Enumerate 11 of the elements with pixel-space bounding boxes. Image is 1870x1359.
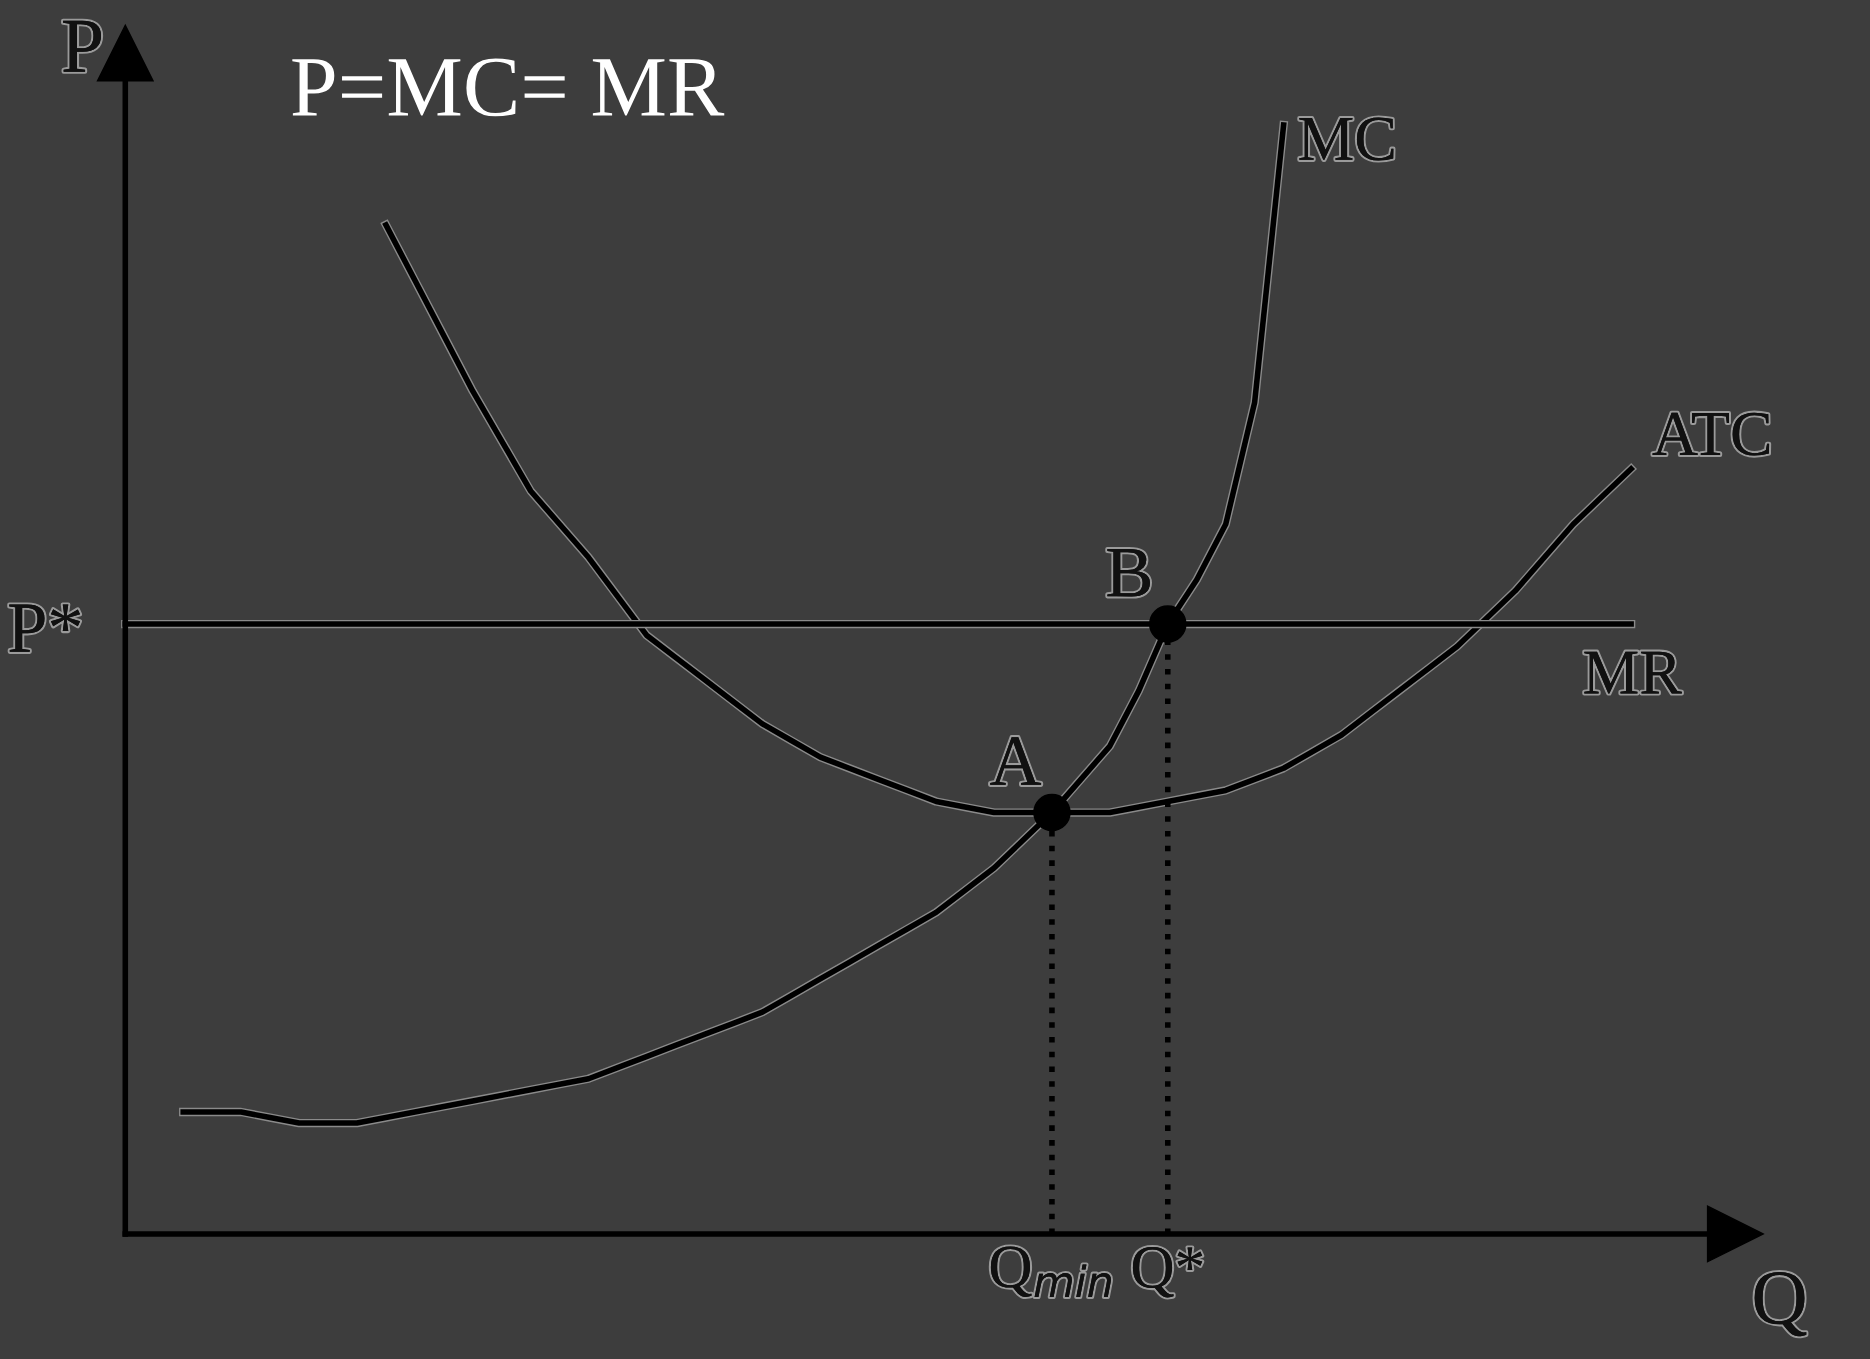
x-axis-title: Q [1754,1272,1807,1337]
y-axis-title: P [63,20,102,72]
x-tick-label: Q$_{min}$ [990,1246,1111,1298]
chart-title: P=MC= MR [292,58,725,117]
text: P* [9,604,81,652]
series-label: ATC [1652,412,1770,456]
x-tick-label: Q* [1132,1247,1203,1298]
series-label: MR [1584,651,1682,694]
series-label: MC [1299,117,1394,161]
annotation: B [1107,549,1150,597]
annotation: A [990,737,1042,785]
